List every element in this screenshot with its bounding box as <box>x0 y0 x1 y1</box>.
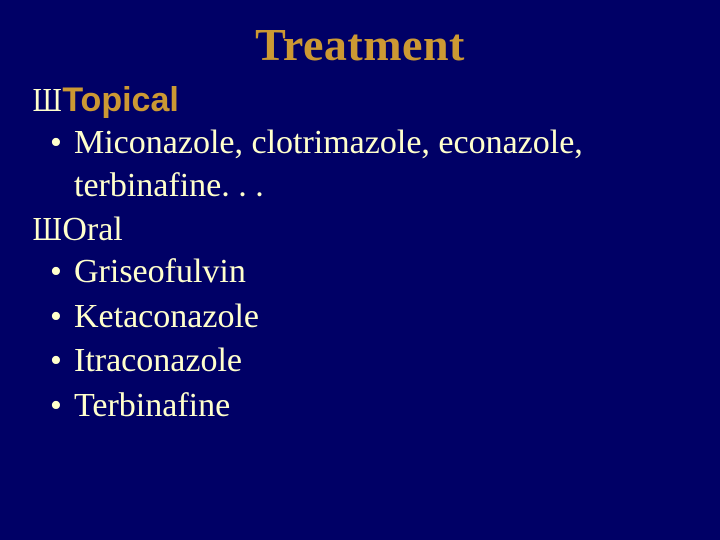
section-marker-icon: Ш <box>33 211 62 249</box>
topical-bullet-list: Miconazole, clotrimazole, econazole, ter… <box>30 122 690 207</box>
list-item: Ketaconazole <box>30 296 690 339</box>
list-item: Terbinafine <box>30 385 690 428</box>
list-item: Miconazole, clotrimazole, econazole, ter… <box>30 122 690 207</box>
section-heading-topical: ШTopical <box>30 81 690 120</box>
oral-bullet-list: Griseofulvin Ketaconazole Itraconazole T… <box>30 251 690 427</box>
section-marker-icon: Ш <box>33 82 62 120</box>
slide-title: Treatment <box>30 18 690 71</box>
list-item: Griseofulvin <box>30 251 690 294</box>
section-heading-oral-label: Oral <box>62 211 122 248</box>
section-heading-oral: ШOral <box>30 211 690 249</box>
slide: Treatment ШTopical Miconazole, clotrimaz… <box>0 0 720 540</box>
list-item: Itraconazole <box>30 340 690 383</box>
section-heading-topical-label: Topical <box>62 81 179 119</box>
